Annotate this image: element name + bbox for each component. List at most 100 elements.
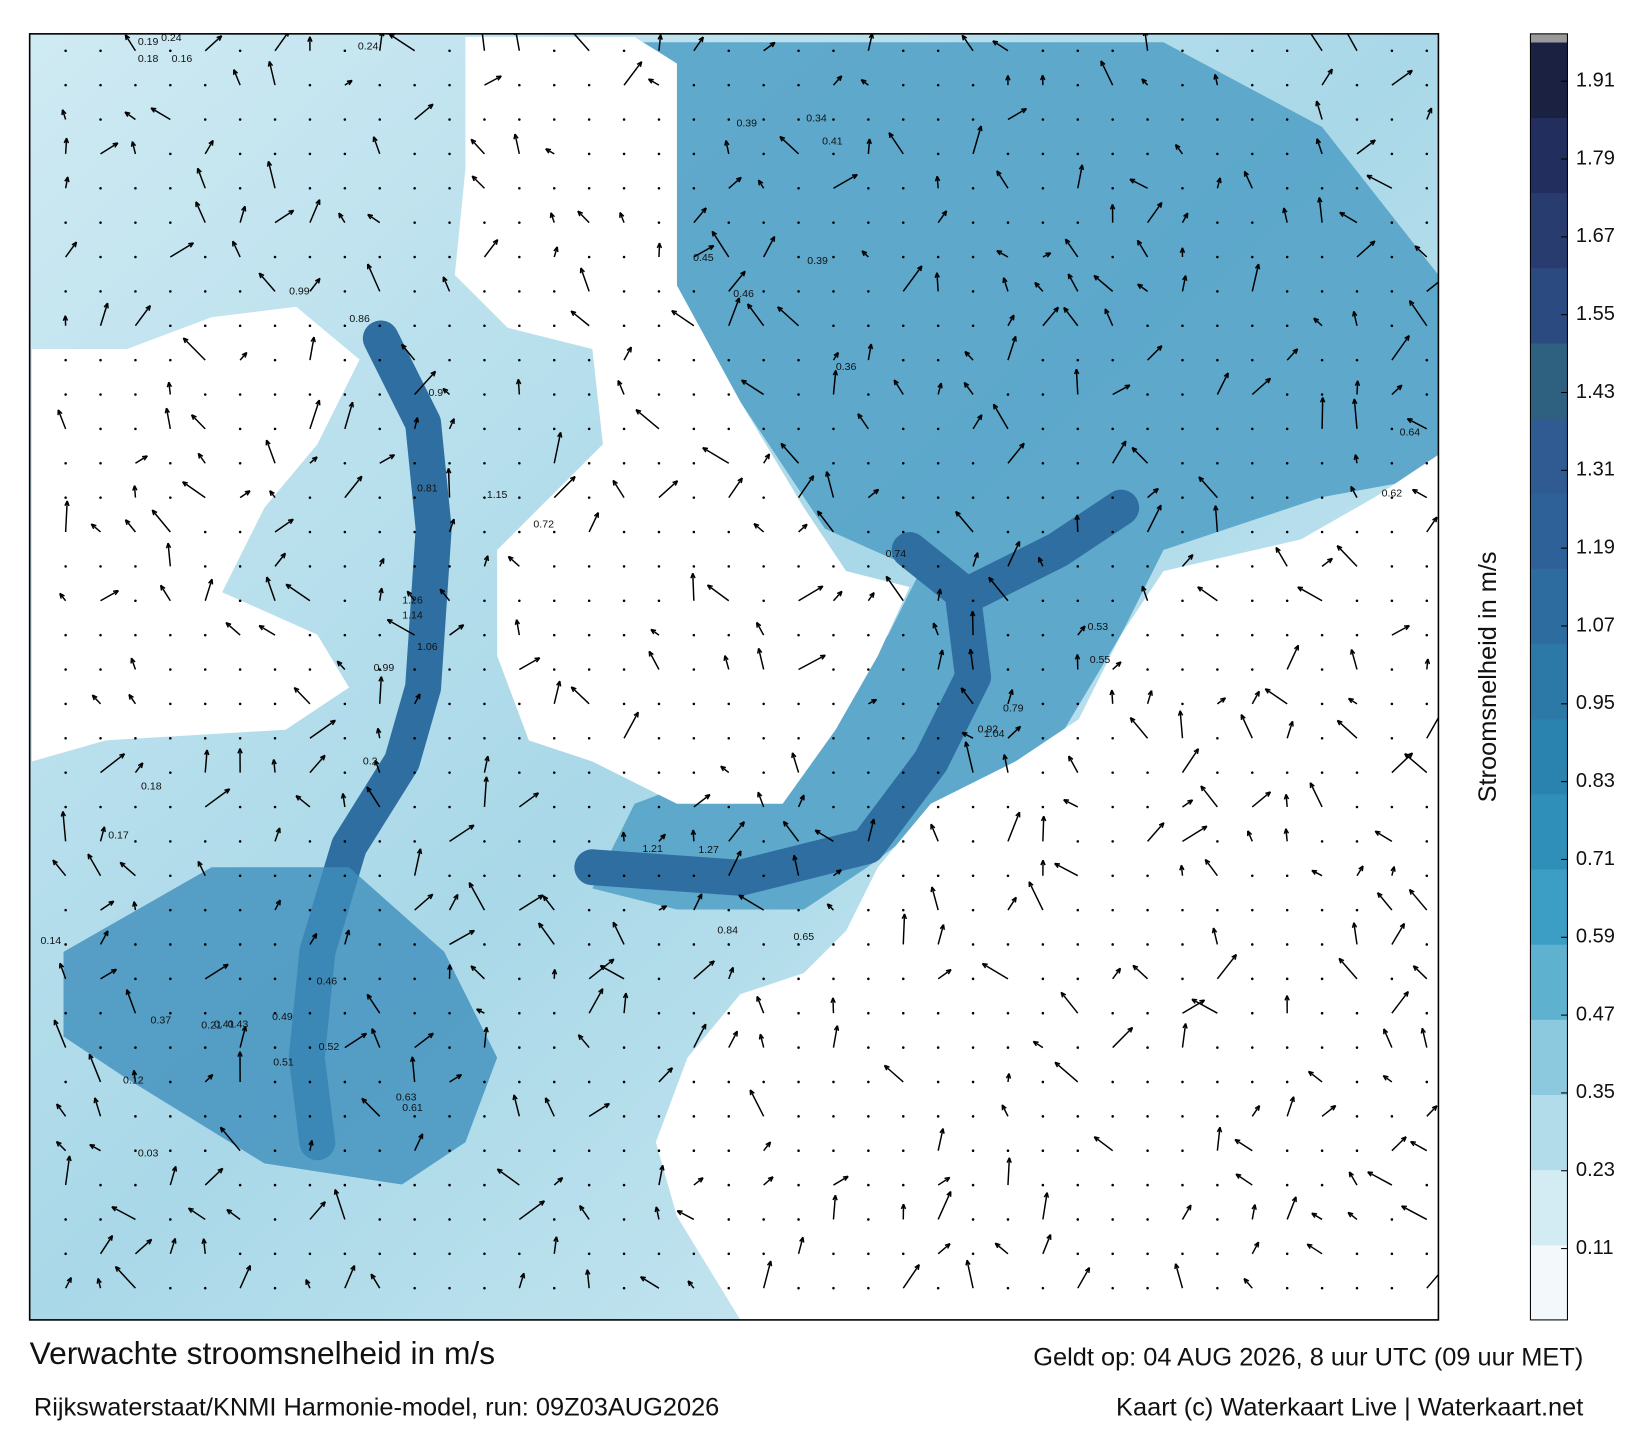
colorbar-band [1530, 1169, 1568, 1246]
grid-dot [1146, 805, 1149, 809]
grid-dot [867, 186, 870, 190]
current-arrow [832, 590, 843, 602]
grid-dot [343, 393, 347, 396]
current-arrow [1283, 207, 1288, 223]
current-arrow [553, 476, 576, 499]
grid-dot [1111, 427, 1114, 431]
grid-dot [1111, 49, 1114, 53]
grid-dot [1111, 1011, 1114, 1015]
grid-dot [518, 1252, 521, 1256]
grid-dot [936, 1080, 940, 1084]
grid-dot [413, 221, 416, 224]
current-arrow [883, 1064, 904, 1083]
grid-dot [518, 1080, 521, 1084]
grid-dot [99, 496, 102, 499]
current-arrow [623, 993, 627, 1014]
arrow-head [704, 793, 711, 800]
colorbar-tick-label: 1.55 [1576, 303, 1615, 325]
arrow-head [626, 346, 633, 353]
arrow-head [1327, 557, 1334, 564]
arrow-head [936, 588, 943, 595]
current-arrow [1321, 557, 1333, 567]
grid-dot [448, 1183, 451, 1187]
colorbar-tick-label: 1.19 [1576, 536, 1615, 558]
current-arrow [130, 657, 137, 670]
arrow-head [735, 297, 741, 304]
arrow-head [1015, 540, 1021, 547]
arrow-head [1396, 384, 1403, 391]
arrow-head [1243, 170, 1249, 177]
grid-dot [867, 633, 870, 637]
arrow-head [636, 61, 643, 68]
current-arrow [1391, 752, 1413, 774]
arrow-head [893, 379, 899, 386]
grid-dot [203, 908, 207, 912]
current-arrow [219, 1126, 241, 1152]
current-arrow [204, 788, 231, 808]
arrow-head [825, 471, 831, 477]
current-arrow [1182, 999, 1205, 1014]
grid-dot [413, 977, 416, 981]
grid-dot [1425, 565, 1429, 568]
grid-dot [1216, 49, 1219, 53]
arrow-head [799, 794, 805, 801]
grid-dot [1041, 805, 1045, 809]
arrow-head [836, 75, 843, 82]
grid-dot [483, 736, 486, 740]
grid-dot [238, 152, 242, 156]
arrow-head [371, 1028, 377, 1034]
grid-dot [1320, 1286, 1324, 1290]
grid-dot [587, 358, 591, 362]
grid-dot [832, 771, 835, 774]
grid-dot [1285, 49, 1289, 53]
colorbar-tick-label: 0.23 [1576, 1159, 1615, 1181]
current-arrow [515, 33, 521, 51]
arrow-head [1019, 442, 1025, 449]
current-arrow [379, 587, 383, 601]
grid-dot [832, 290, 835, 293]
grid-dot [867, 565, 870, 568]
current-arrow [1136, 239, 1149, 258]
grid-dot [203, 736, 207, 740]
grid-dot [343, 633, 347, 637]
arrow-head [1040, 815, 1047, 822]
current-arrow [401, 343, 416, 361]
grid-dot [936, 771, 940, 774]
arrow-head [1141, 78, 1147, 85]
grid-dot [1320, 496, 1324, 499]
arrow-head [870, 818, 876, 825]
current-arrow [1346, 33, 1358, 52]
grid-dot [762, 874, 765, 877]
arrow-head [1315, 100, 1321, 107]
current-arrow [1007, 1157, 1011, 1186]
current-arrow [1198, 476, 1218, 499]
arrow-head [280, 552, 287, 559]
grid-dot [448, 1286, 451, 1290]
arrow-head [654, 1206, 660, 1213]
current-arrow [579, 1205, 590, 1220]
grid-dot [134, 1115, 137, 1118]
current-arrow [693, 244, 715, 258]
colorbar-tick-label: 0.11 [1576, 1237, 1614, 1259]
current-arrow [1042, 1234, 1052, 1255]
arrow-head [1220, 697, 1227, 703]
current-arrow [370, 1273, 381, 1289]
grid-dot [378, 1252, 382, 1256]
arrow-head [617, 379, 623, 386]
arrow-head [757, 179, 764, 186]
current-arrow [293, 687, 311, 705]
arrow-head [757, 791, 763, 798]
grid-dot [1251, 358, 1254, 362]
grid-dot [1041, 771, 1045, 774]
current-arrow [791, 752, 800, 773]
current-arrow [374, 759, 381, 773]
current-arrow [693, 893, 703, 911]
grid-dot [99, 49, 102, 53]
current-arrow [204, 1167, 224, 1186]
current-arrow [553, 1236, 558, 1254]
arrow-head [635, 408, 642, 415]
grid-dot [1390, 1218, 1394, 1221]
grid-dot [587, 1080, 591, 1084]
arrow-head [338, 212, 344, 219]
arrow-head [660, 833, 666, 840]
